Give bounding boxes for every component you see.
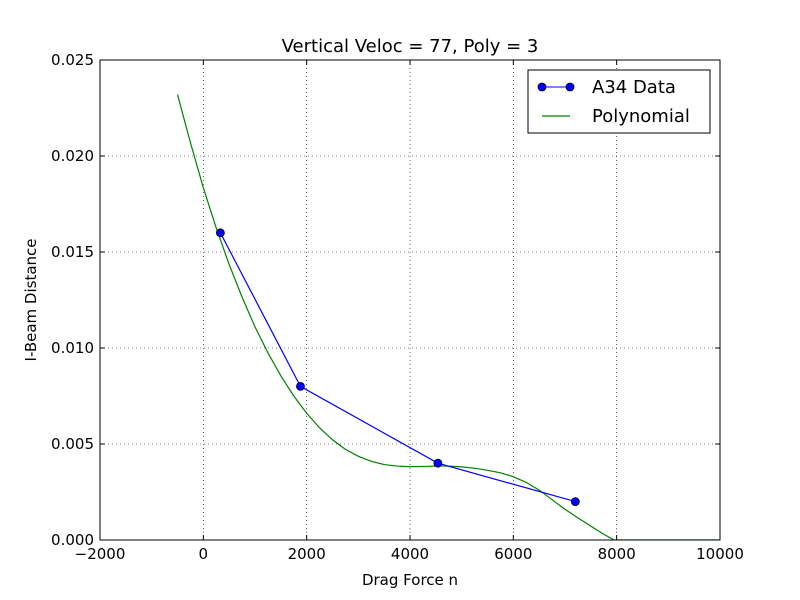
axis-ticks: −2000 0 2000 4000 6000 8000 10000 0.000 0.005 0.0… [51, 51, 744, 563]
plot-area [176, 94, 720, 540]
legend-marker [537, 82, 547, 92]
x-tick-label: 2000 [288, 545, 326, 563]
x-tick-label: −2000 [75, 545, 126, 563]
series-polynomial-line [176, 94, 720, 540]
y-tick-label: 0.020 [51, 147, 94, 165]
legend: A34 Data Polynomial [527, 69, 711, 134]
series-a34-data-point [433, 458, 443, 468]
x-tick-label: 4000 [391, 545, 429, 563]
legend-label-a34-data: A34 Data [592, 77, 676, 98]
legend-box [527, 69, 711, 134]
legend-marker [565, 82, 575, 92]
y-tick-label: 0.000 [51, 531, 94, 549]
y-axis-label: I-Beam Distance [22, 239, 40, 362]
x-tick-label: 0 [199, 545, 209, 563]
x-tick-label: 6000 [494, 545, 532, 563]
x-tick-label: 10000 [696, 545, 744, 563]
y-tick-label: 0.015 [51, 243, 94, 261]
y-tick-label: 0.005 [51, 435, 94, 453]
legend-label-polynomial: Polynomial [592, 106, 690, 127]
series-a34-data-line [219, 232, 576, 503]
chart-title: Vertical Veloc = 77, Poly = 3 [282, 36, 539, 57]
series-a34-data-point [215, 228, 225, 238]
y-tick-label: 0.025 [51, 51, 94, 69]
series-a34-data-point [570, 497, 580, 507]
x-axis-label: Drag Force n [362, 571, 458, 589]
series-a34-data-point [296, 381, 305, 391]
grid [100, 60, 720, 540]
x-tick-label: 8000 [598, 545, 636, 563]
y-tick-label: 0.010 [51, 339, 94, 357]
